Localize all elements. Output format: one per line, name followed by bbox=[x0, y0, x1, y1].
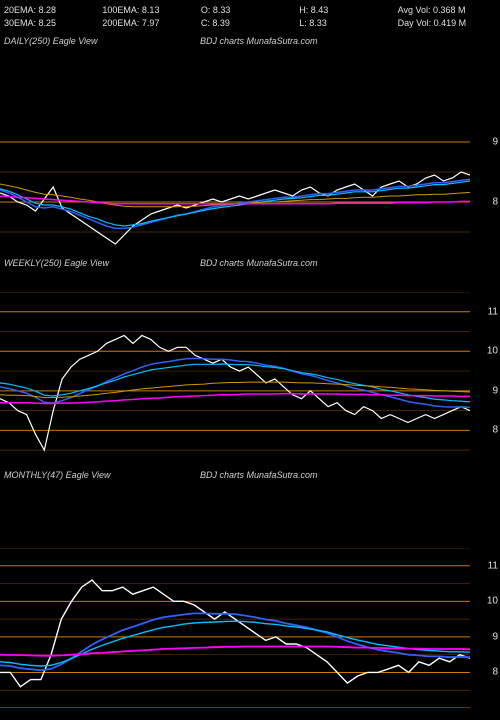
panel-subtitle-weekly: BDJ charts MunafaSutra.com bbox=[200, 258, 318, 268]
ema200-label: 200EMA: 7.97 bbox=[102, 17, 200, 30]
info-header: 20EMA: 8.28 100EMA: 8.13 O: 8.33 H: 8.43… bbox=[4, 4, 496, 29]
panel-title-monthly: MONTHLY(47) Eagle View bbox=[4, 470, 111, 480]
ytick-daily-8: 8 bbox=[492, 197, 498, 208]
avgvol-label: Avg Vol: 0.368 M bbox=[398, 4, 496, 17]
chart-panel-weekly bbox=[0, 292, 470, 462]
high-label: H: 8.43 bbox=[299, 4, 397, 17]
ytick-monthly-9: 9 bbox=[492, 631, 498, 642]
series-daily-price bbox=[0, 172, 470, 244]
ema20-label: 20EMA: 8.28 bbox=[4, 4, 102, 17]
series-monthly-price bbox=[0, 580, 470, 687]
series-monthly-ema20 bbox=[0, 613, 470, 670]
ema100-label: 100EMA: 8.13 bbox=[102, 4, 200, 17]
ytick-monthly-10: 10 bbox=[487, 596, 498, 607]
panel-subtitle-daily: BDJ charts MunafaSutra.com bbox=[200, 36, 318, 46]
low-label: L: 8.33 bbox=[299, 17, 397, 30]
chart-panel-monthly bbox=[0, 548, 470, 708]
ema30-label: 30EMA: 8.25 bbox=[4, 17, 102, 30]
ytick-monthly-8: 8 bbox=[492, 667, 498, 678]
close-label: C: 8.39 bbox=[201, 17, 299, 30]
panel-title-weekly: WEEKLY(250) Eagle View bbox=[4, 258, 109, 268]
series-monthly-ema30 bbox=[0, 621, 470, 666]
panel-title-daily: DAILY(250) Eagle View bbox=[4, 36, 98, 46]
ytick-weekly-11: 11 bbox=[488, 306, 498, 317]
ytick-weekly-8: 8 bbox=[492, 425, 498, 436]
ytick-monthly-11: 11 bbox=[488, 560, 498, 571]
header-row-1: 20EMA: 8.28 100EMA: 8.13 O: 8.33 H: 8.43… bbox=[4, 4, 496, 17]
chart-panel-daily bbox=[0, 130, 470, 250]
ytick-weekly-10: 10 bbox=[487, 346, 498, 357]
panel-subtitle-monthly: BDJ charts MunafaSutra.com bbox=[200, 470, 318, 480]
dayvol-label: Day Vol: 0.419 M bbox=[398, 17, 496, 30]
ytick-weekly-9: 9 bbox=[492, 385, 498, 396]
open-label: O: 8.33 bbox=[201, 4, 299, 17]
header-row-2: 30EMA: 8.25 200EMA: 7.97 C: 8.39 L: 8.33… bbox=[4, 17, 496, 30]
ytick-daily-9: 9 bbox=[492, 137, 498, 148]
